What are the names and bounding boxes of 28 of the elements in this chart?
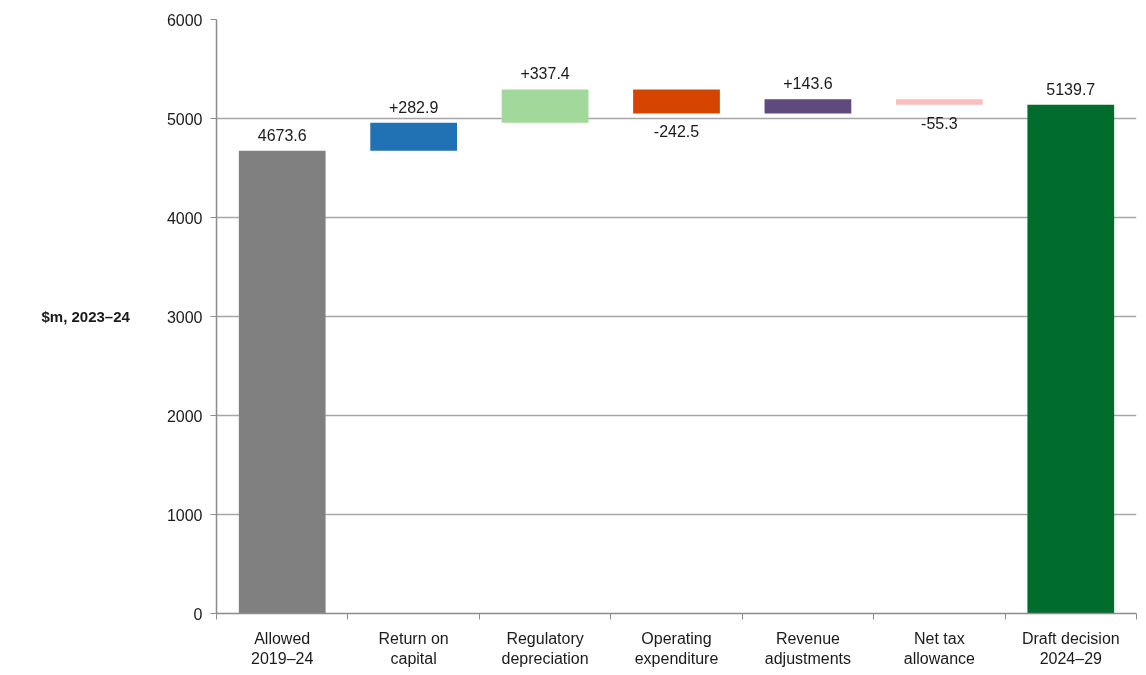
bar: [370, 122, 458, 151]
x-tick-label: Revenue adjustments: [764, 629, 852, 667]
y-axis-title: $m, 2023–24: [41, 308, 131, 325]
y-tick-label: 1000: [166, 506, 203, 524]
bar: [764, 99, 852, 114]
x-tick-label: Return on capital: [378, 629, 449, 667]
bar: [501, 89, 589, 123]
data-label: +282.9: [388, 98, 439, 116]
y-tick-label: 3000: [166, 308, 203, 326]
y-tick-label: 4000: [166, 209, 203, 227]
y-tick-label: 0: [193, 605, 203, 623]
data-label: +143.6: [783, 75, 833, 93]
x-tick-label: Net tax allowance: [903, 629, 976, 667]
data-label: -55.3: [921, 114, 958, 132]
x-tick-label: Draft decision 2024–29: [1021, 629, 1120, 667]
y-tick-label: 2000: [166, 407, 203, 425]
data-label: -242.5: [653, 123, 700, 141]
bar: [1027, 104, 1115, 614]
y-tick-label: 6000: [166, 11, 203, 29]
x-tick-label: Allowed 2019–24: [251, 629, 314, 667]
x-tick-label: Operating expenditure: [634, 629, 719, 667]
x-tick-label: Regulatory depreciation: [501, 629, 589, 667]
y-tick-label: 5000: [166, 110, 203, 128]
data-label: 4673.6: [257, 126, 307, 144]
bar: [633, 89, 720, 114]
data-label: +337.4: [520, 65, 570, 83]
data-label: 5139.7: [1046, 80, 1096, 98]
bar: [895, 99, 983, 105]
